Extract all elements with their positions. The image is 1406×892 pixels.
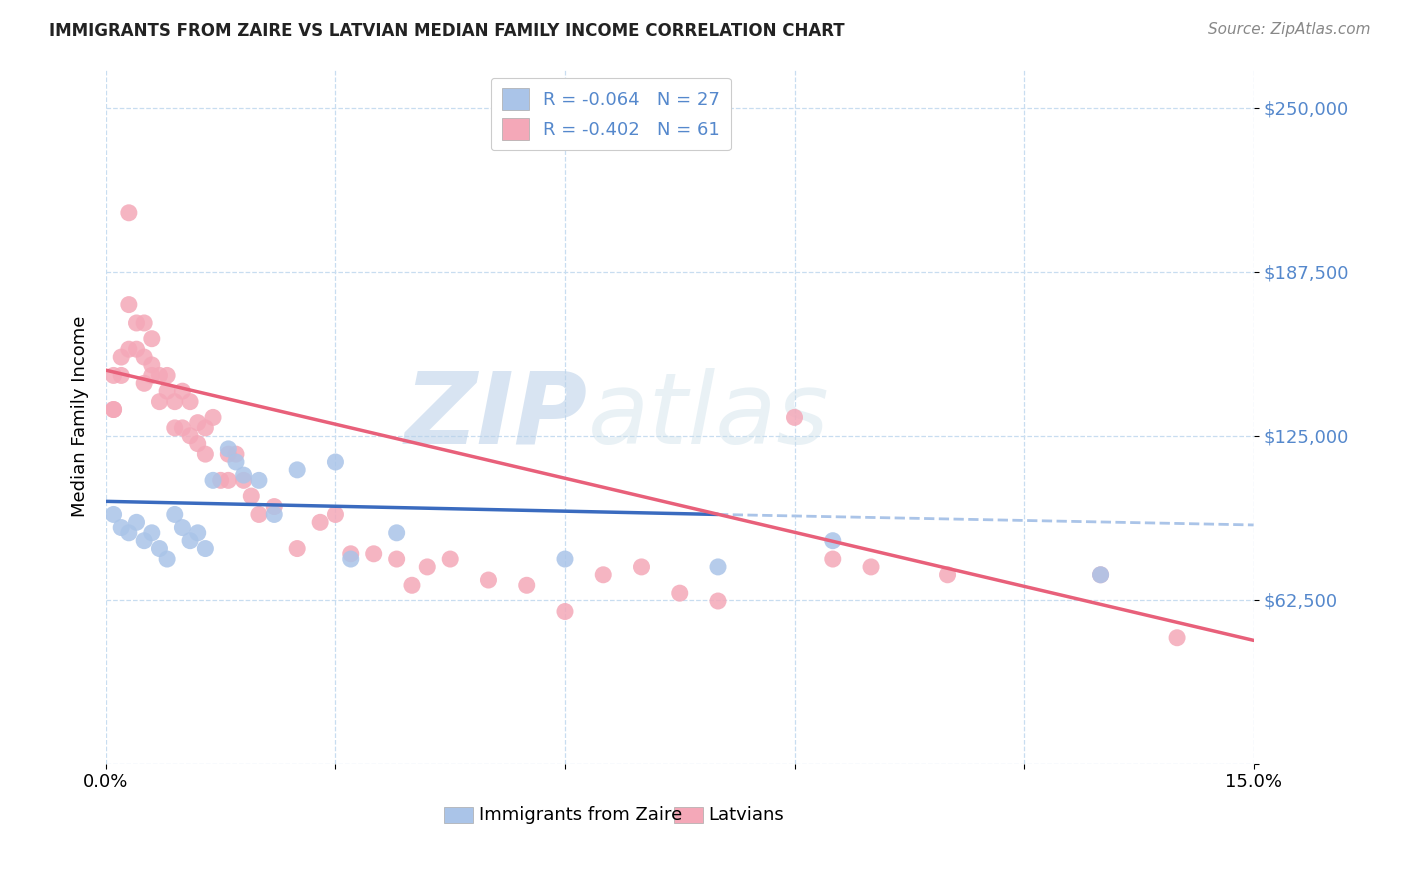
Point xyxy=(110,368,132,383)
Point xyxy=(202,410,225,425)
Point xyxy=(179,533,201,548)
Point xyxy=(1166,631,1188,645)
Point xyxy=(225,447,247,461)
Point xyxy=(156,384,179,399)
Point xyxy=(172,384,194,399)
Point xyxy=(821,552,844,566)
Point xyxy=(247,474,270,488)
Point xyxy=(172,421,194,435)
Point xyxy=(125,516,148,530)
Point xyxy=(821,533,844,548)
Point xyxy=(668,586,690,600)
Point xyxy=(156,368,179,383)
Point xyxy=(125,316,148,330)
Point xyxy=(385,552,408,566)
Point xyxy=(707,594,730,608)
Point xyxy=(148,368,170,383)
FancyBboxPatch shape xyxy=(673,807,703,822)
Point xyxy=(103,368,125,383)
Point xyxy=(1090,567,1112,582)
Point xyxy=(783,410,806,425)
Point xyxy=(194,421,217,435)
Point xyxy=(936,567,959,582)
Point xyxy=(141,358,163,372)
Point xyxy=(247,508,270,522)
Text: IMMIGRANTS FROM ZAIRE VS LATVIAN MEDIAN FAMILY INCOME CORRELATION CHART: IMMIGRANTS FROM ZAIRE VS LATVIAN MEDIAN … xyxy=(49,22,845,40)
Point xyxy=(439,552,461,566)
Point xyxy=(187,525,209,540)
Point xyxy=(217,442,239,456)
Point xyxy=(163,421,186,435)
Point xyxy=(592,567,614,582)
Point xyxy=(263,508,285,522)
Point xyxy=(141,525,163,540)
Point xyxy=(401,578,423,592)
Point xyxy=(339,552,361,566)
Point xyxy=(707,560,730,574)
Point xyxy=(103,402,125,417)
Text: Immigrants from Zaire: Immigrants from Zaire xyxy=(479,806,682,824)
Point xyxy=(103,508,125,522)
Point xyxy=(172,520,194,534)
Point xyxy=(225,455,247,469)
Y-axis label: Median Family Income: Median Family Income xyxy=(72,316,89,516)
Point xyxy=(385,525,408,540)
Point xyxy=(554,552,576,566)
Point xyxy=(148,541,170,556)
Point xyxy=(118,342,141,356)
Point xyxy=(516,578,538,592)
Point xyxy=(118,206,141,220)
Point xyxy=(325,455,347,469)
Point xyxy=(118,297,141,311)
Text: atlas: atlas xyxy=(588,368,830,465)
Point xyxy=(860,560,883,574)
Point xyxy=(163,394,186,409)
Point xyxy=(110,520,132,534)
Point xyxy=(187,436,209,450)
Point xyxy=(339,547,361,561)
Point xyxy=(232,468,254,483)
Point xyxy=(309,516,332,530)
Point xyxy=(179,394,201,409)
Point xyxy=(477,573,499,587)
Legend: R = -0.064   N = 27, R = -0.402   N = 61: R = -0.064 N = 27, R = -0.402 N = 61 xyxy=(491,78,731,151)
Point xyxy=(232,474,254,488)
Point xyxy=(125,342,148,356)
Point xyxy=(118,525,141,540)
Point xyxy=(202,474,225,488)
Point xyxy=(217,474,239,488)
Point xyxy=(194,541,217,556)
Point xyxy=(110,350,132,364)
Point xyxy=(148,394,170,409)
Point xyxy=(217,447,239,461)
Text: Source: ZipAtlas.com: Source: ZipAtlas.com xyxy=(1208,22,1371,37)
Point xyxy=(285,463,308,477)
Text: Latvians: Latvians xyxy=(709,806,785,824)
Point xyxy=(554,605,576,619)
Point xyxy=(416,560,439,574)
Text: ZIP: ZIP xyxy=(405,368,588,465)
Point xyxy=(134,376,156,391)
Point xyxy=(134,533,156,548)
Point xyxy=(141,368,163,383)
Point xyxy=(194,447,217,461)
Point xyxy=(156,552,179,566)
Point xyxy=(1090,567,1112,582)
Point xyxy=(134,350,156,364)
FancyBboxPatch shape xyxy=(444,807,474,822)
Point xyxy=(209,474,232,488)
Point xyxy=(363,547,385,561)
Point xyxy=(630,560,652,574)
Point xyxy=(103,402,125,417)
Point xyxy=(141,332,163,346)
Point xyxy=(263,500,285,514)
Point xyxy=(179,429,201,443)
Point xyxy=(240,489,263,503)
Point xyxy=(285,541,308,556)
Point xyxy=(325,508,347,522)
Point xyxy=(163,508,186,522)
Point xyxy=(187,416,209,430)
Point xyxy=(134,316,156,330)
